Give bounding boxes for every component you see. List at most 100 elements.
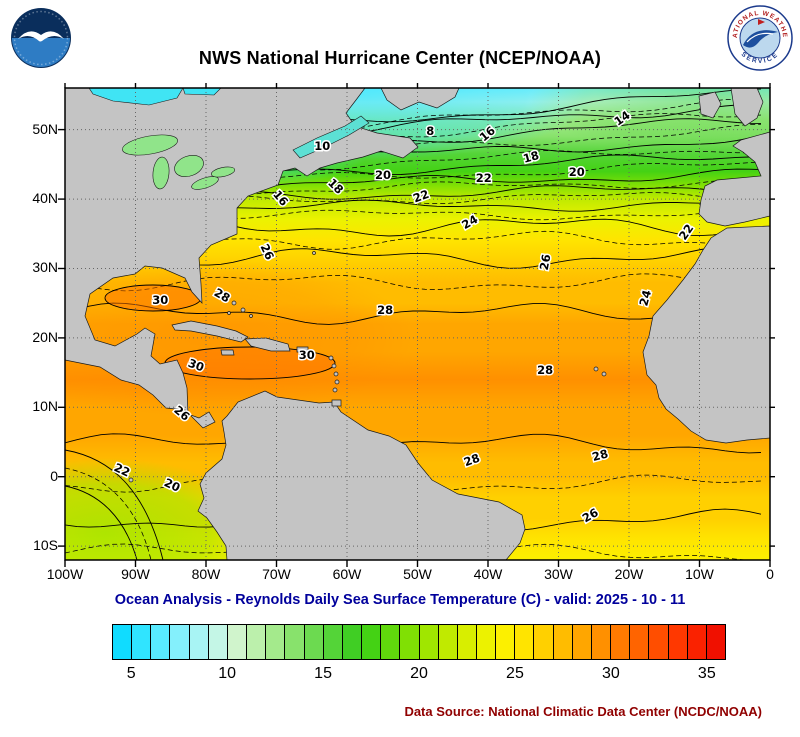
x-tick-label: 0 bbox=[766, 566, 774, 582]
colorbar-cell bbox=[400, 625, 420, 659]
colorbar-cell bbox=[362, 625, 382, 659]
lake-superior bbox=[122, 134, 178, 156]
nws-logo: NATIONAL WEATHER SERVICE bbox=[724, 0, 793, 76]
colorbar-cell bbox=[572, 625, 592, 659]
x-tick-label: 50W bbox=[403, 566, 432, 582]
colorbar-tick-label: 30 bbox=[601, 665, 620, 682]
land-puerto-rico bbox=[296, 346, 309, 353]
contour-label: 22 bbox=[476, 171, 492, 185]
colorbar-cell bbox=[476, 625, 497, 659]
x-tick-label: 20W bbox=[614, 566, 644, 582]
colorbar-cell bbox=[304, 625, 324, 659]
colorbar-cell bbox=[323, 625, 343, 659]
axis-ticks bbox=[58, 83, 775, 567]
lake-ontario bbox=[210, 166, 236, 178]
contour-label: 20 bbox=[375, 168, 391, 182]
colorbar-labels: 5 10 15 20 25 30 35 bbox=[112, 665, 726, 687]
colorbar-cell bbox=[515, 625, 535, 659]
colorbar-cell bbox=[285, 625, 305, 659]
colorbar-tick-label: 15 bbox=[314, 665, 332, 682]
island-galapagos bbox=[128, 477, 134, 483]
contour-label: 18 bbox=[521, 148, 540, 166]
lake-michigan bbox=[152, 156, 170, 190]
page-title: NWS National Hurricane Center (NCEP/NOAA… bbox=[198, 48, 602, 68]
contour-dashed-27 bbox=[65, 474, 762, 493]
contour-dashed-25 bbox=[65, 230, 762, 250]
x-tick-label: 70W bbox=[262, 566, 291, 582]
land-africa bbox=[642, 225, 770, 444]
colorbar-cell bbox=[706, 625, 725, 659]
colorbar-tick-label: 20 bbox=[410, 665, 428, 682]
caption: Ocean Analysis - Reynolds Daily Sea Surf… bbox=[114, 592, 686, 608]
contour-label: 26 bbox=[537, 253, 554, 271]
noaa-logo-icon bbox=[11, 8, 71, 68]
x-tick-label: 90W bbox=[121, 566, 150, 582]
y-tick-label: 30N bbox=[32, 259, 58, 276]
colorbar-cell bbox=[438, 625, 458, 659]
x-tick-label: 40W bbox=[473, 566, 503, 582]
lake-erie bbox=[191, 176, 219, 190]
colorbar-cell bbox=[151, 625, 171, 659]
contour-label: 28 bbox=[377, 303, 393, 317]
colorbar-cell bbox=[649, 625, 669, 659]
sst-map: 8 10 16 14 18 20 20 22 22 16 18 24 22 26 26 28 30 28 24 30 3… bbox=[58, 83, 775, 567]
islands-bahamas bbox=[220, 295, 253, 318]
colorbar-cell bbox=[381, 625, 401, 659]
contour-label: 30 bbox=[299, 348, 315, 362]
y-tick-label: 40N bbox=[32, 190, 58, 207]
colorbar-cell bbox=[170, 625, 190, 659]
x-tick-label: 10W bbox=[685, 566, 714, 582]
contour-label: 24 bbox=[636, 288, 654, 307]
colorbar-tick-label: 35 bbox=[697, 665, 716, 682]
colorbar-cell bbox=[534, 625, 554, 659]
land-great-britain bbox=[730, 88, 764, 127]
contour-label: 28 bbox=[537, 363, 553, 377]
y-tick-label: 50N bbox=[32, 120, 58, 137]
colorbar-cell bbox=[611, 625, 631, 659]
nws-logo-icon: NATIONAL WEATHER SERVICE bbox=[724, 0, 793, 71]
x-tick-label: 60W bbox=[332, 566, 362, 582]
contour-label: 30 bbox=[152, 293, 168, 307]
colorbar-tick-label: 10 bbox=[218, 665, 237, 682]
islands-cape-verde bbox=[593, 366, 607, 377]
colorbar-cell bbox=[113, 625, 133, 659]
land-jamaica bbox=[220, 349, 235, 356]
contour-label: 8 bbox=[426, 124, 434, 138]
colorbar bbox=[112, 624, 726, 660]
islands-lesser-antilles bbox=[328, 355, 342, 407]
lake-huron bbox=[174, 154, 204, 178]
contour-28 bbox=[65, 433, 762, 456]
contour-label: 28 bbox=[591, 446, 610, 464]
colorbar-cell bbox=[247, 625, 267, 659]
contour-label: 10 bbox=[314, 139, 330, 153]
x-tick-label: 100W bbox=[46, 566, 84, 582]
data-source: Data Source: National Climatic Data Cent… bbox=[404, 704, 762, 719]
colorbar-cell bbox=[132, 625, 152, 659]
colorbar-cell bbox=[687, 625, 707, 659]
colorbar-cell bbox=[553, 625, 573, 659]
colorbar-cell bbox=[266, 625, 286, 659]
land-ireland bbox=[698, 91, 722, 119]
contour-dashed-27 bbox=[65, 273, 762, 292]
colorbar-cell bbox=[227, 625, 248, 659]
colorbar-cell bbox=[189, 625, 209, 659]
colorbar-tick-label: 5 bbox=[126, 665, 136, 682]
y-tick-label: 10N bbox=[32, 398, 58, 415]
contour-28 bbox=[65, 302, 762, 325]
colorbar-cell bbox=[342, 625, 363, 659]
contour-dashed-25 bbox=[65, 543, 759, 560]
land-hispaniola bbox=[244, 337, 291, 352]
colorbar-cell bbox=[419, 625, 439, 659]
colorbar-cell bbox=[668, 625, 688, 659]
colorbar-cell bbox=[457, 625, 477, 659]
colorbar-cell bbox=[208, 625, 228, 659]
contour-pacific-21 bbox=[65, 467, 152, 560]
colorbar-tick-label: 25 bbox=[506, 665, 524, 682]
y-tick-label: 20N bbox=[32, 328, 58, 345]
land-greenland bbox=[380, 88, 460, 111]
great-lakes bbox=[122, 134, 236, 190]
water-st-lawrence bbox=[292, 115, 370, 159]
land-france-iberia bbox=[698, 131, 770, 227]
noaa-logo bbox=[10, 7, 72, 74]
